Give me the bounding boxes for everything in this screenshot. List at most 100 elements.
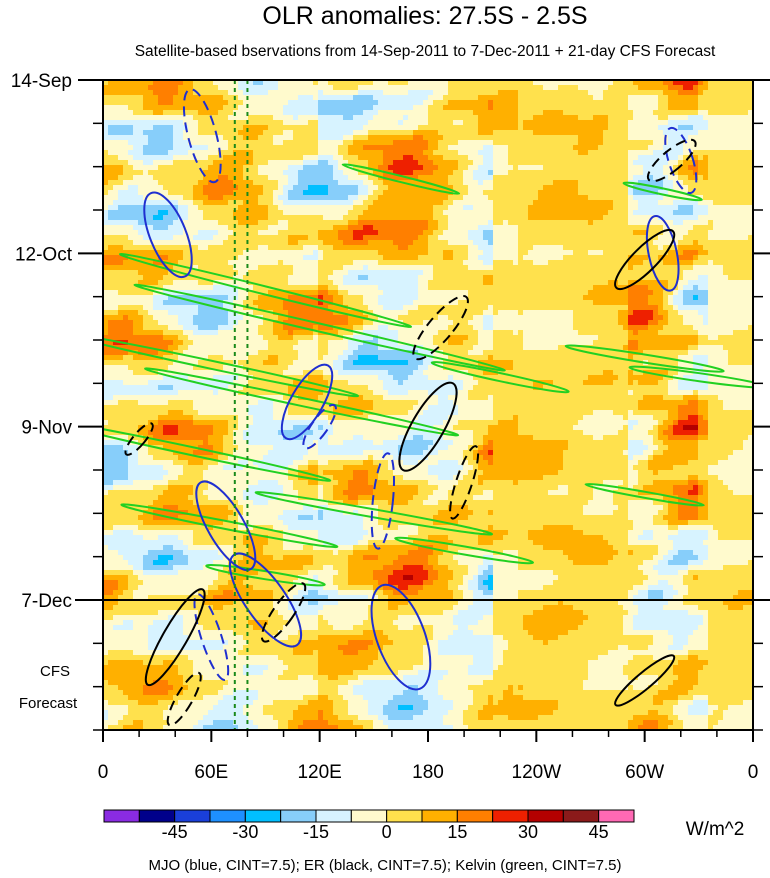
field-cell	[173, 100, 179, 106]
field-cell	[218, 495, 224, 501]
field-cell	[258, 580, 264, 586]
field-cell	[278, 345, 284, 351]
field-cell	[223, 455, 229, 461]
field-cell	[273, 435, 279, 441]
field-cell	[248, 85, 254, 91]
field-cell	[173, 130, 179, 136]
field-cell	[288, 110, 294, 116]
field-cell	[103, 240, 109, 246]
field-cell	[193, 180, 199, 186]
field-cell	[213, 90, 219, 96]
field-cell	[123, 275, 129, 281]
field-cell	[253, 120, 259, 126]
field-cell	[253, 690, 259, 696]
field-cell	[258, 235, 264, 241]
field-cell	[163, 685, 169, 691]
field-cell	[248, 115, 254, 121]
field-cell	[263, 330, 269, 336]
field-cell	[193, 545, 199, 551]
field-cell	[133, 220, 139, 226]
field-cell	[223, 615, 229, 621]
field-cell	[163, 585, 169, 591]
field-cell	[223, 700, 229, 706]
field-cell	[153, 630, 159, 636]
field-cell	[258, 660, 264, 666]
field-cell	[153, 595, 159, 601]
field-cell	[278, 450, 284, 456]
field-cell	[163, 630, 169, 636]
field-cell	[193, 720, 199, 726]
field-cell	[168, 655, 174, 661]
field-cell	[133, 380, 139, 386]
field-cell	[283, 365, 289, 371]
field-cell	[278, 215, 284, 221]
field-cell	[168, 545, 174, 551]
field-cell	[103, 550, 109, 556]
field-cell	[203, 260, 209, 266]
field-cell	[103, 515, 109, 521]
field-cell	[263, 400, 269, 406]
field-cell	[218, 615, 224, 621]
field-cell	[223, 365, 229, 371]
field-cell	[273, 290, 279, 296]
field-cell	[178, 610, 184, 616]
field-cell	[208, 395, 214, 401]
field-cell	[263, 640, 269, 646]
field-cell	[173, 230, 179, 236]
field-cell	[123, 680, 129, 686]
field-cell	[108, 185, 114, 191]
field-cell	[153, 340, 159, 346]
field-cell	[148, 360, 154, 366]
field-cell	[103, 285, 109, 291]
field-cell	[183, 220, 189, 226]
field-cell	[253, 170, 259, 176]
field-cell	[278, 650, 284, 656]
field-cell	[263, 670, 269, 676]
field-cell	[288, 355, 294, 361]
field-cell	[153, 275, 159, 281]
field-cell	[178, 150, 184, 156]
field-cell	[173, 285, 179, 291]
field-cell	[263, 175, 269, 181]
field-cell	[138, 410, 144, 416]
field-cell	[278, 370, 284, 376]
field-cell	[183, 325, 189, 331]
field-cell	[178, 135, 184, 141]
field-cell	[223, 725, 229, 730]
field-cell	[183, 275, 189, 281]
field-cell	[218, 715, 224, 721]
field-cell	[128, 630, 134, 636]
field-cell	[178, 490, 184, 496]
field-cell	[248, 295, 254, 301]
field-cell	[123, 485, 129, 491]
field-cell	[213, 470, 219, 476]
field-cell	[268, 140, 274, 146]
field-cell	[103, 110, 109, 116]
field-cell	[148, 555, 154, 561]
field-cell	[243, 435, 249, 441]
field-cell	[108, 705, 114, 711]
field-cell	[183, 245, 189, 251]
field-cell	[163, 555, 169, 561]
field-cell	[283, 675, 289, 681]
field-cell	[178, 710, 184, 716]
field-cell	[258, 405, 264, 411]
field-cell	[233, 515, 239, 521]
field-cell	[173, 170, 179, 176]
field-cell	[223, 110, 229, 116]
field-cell	[283, 390, 289, 396]
field-cell	[218, 290, 224, 296]
field-cell	[148, 395, 154, 401]
field-cell	[198, 440, 204, 446]
field-cell	[163, 215, 169, 221]
field-cell	[213, 200, 219, 206]
field-cell	[268, 665, 274, 671]
field-cell	[133, 280, 139, 286]
field-cell	[138, 655, 144, 661]
field-cell	[208, 225, 214, 231]
field-cell	[278, 125, 284, 131]
field-cell	[233, 500, 239, 506]
field-cell	[208, 550, 214, 556]
field-cell	[283, 415, 289, 421]
field-cell	[238, 685, 244, 691]
